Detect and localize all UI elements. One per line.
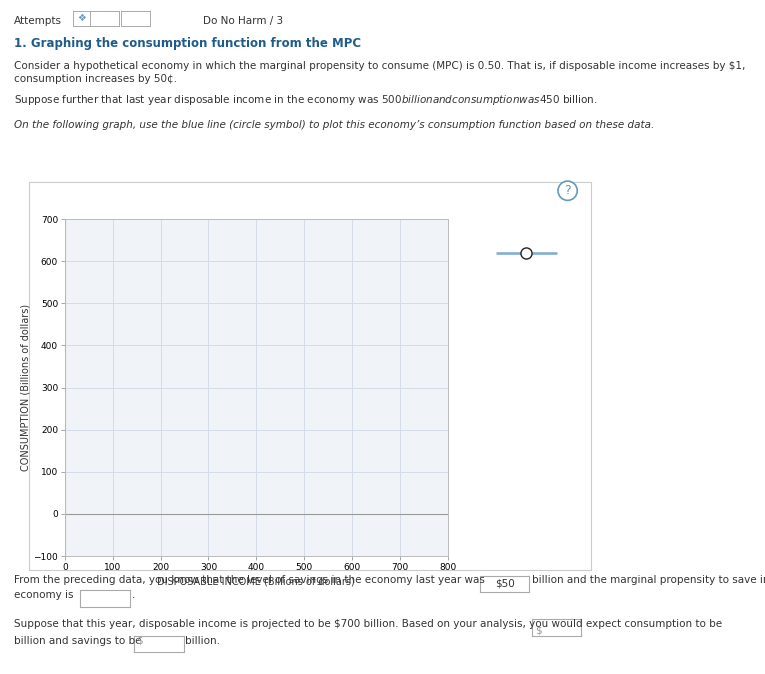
Text: ?: ? — [565, 184, 571, 197]
Text: billion.: billion. — [185, 636, 220, 646]
Text: $: $ — [536, 625, 542, 636]
X-axis label: DISPOSABLE INCOME (Billions of dollars): DISPOSABLE INCOME (Billions of dollars) — [158, 576, 355, 586]
Text: billion and the marginal propensity to save in this: billion and the marginal propensity to s… — [532, 575, 765, 585]
Text: economy is: economy is — [14, 590, 73, 600]
Text: Do No Harm / 3: Do No Harm / 3 — [203, 16, 283, 26]
Text: .: . — [132, 590, 135, 600]
Text: Suppose that this year, disposable income is projected to be $700 billion. Based: Suppose that this year, disposable incom… — [14, 619, 722, 629]
Text: billion and savings to be: billion and savings to be — [14, 636, 142, 646]
Text: 1. Graphing the consumption function from the MPC: 1. Graphing the consumption function fro… — [14, 37, 361, 50]
Text: From the preceding data, you know that the level of savings in the economy last : From the preceding data, you know that t… — [14, 575, 485, 585]
Text: $50: $50 — [495, 579, 515, 588]
Text: Attempts: Attempts — [14, 16, 62, 26]
Y-axis label: CONSUMPTION (Billions of dollars): CONSUMPTION (Billions of dollars) — [21, 304, 31, 471]
Text: Consider a hypothetical economy in which the marginal propensity to consume (MPC: Consider a hypothetical economy in which… — [14, 61, 745, 71]
Text: $: $ — [136, 636, 143, 646]
Text: Suppose further that last year disposable income in the economy was $500 billion: Suppose further that last year disposabl… — [14, 93, 597, 107]
Text: On the following graph, use the blue line (circle symbol) to plot this economy’s: On the following graph, use the blue lin… — [14, 120, 654, 130]
Text: consumption increases by 50¢.: consumption increases by 50¢. — [14, 74, 177, 84]
Text: ❖: ❖ — [76, 13, 86, 23]
